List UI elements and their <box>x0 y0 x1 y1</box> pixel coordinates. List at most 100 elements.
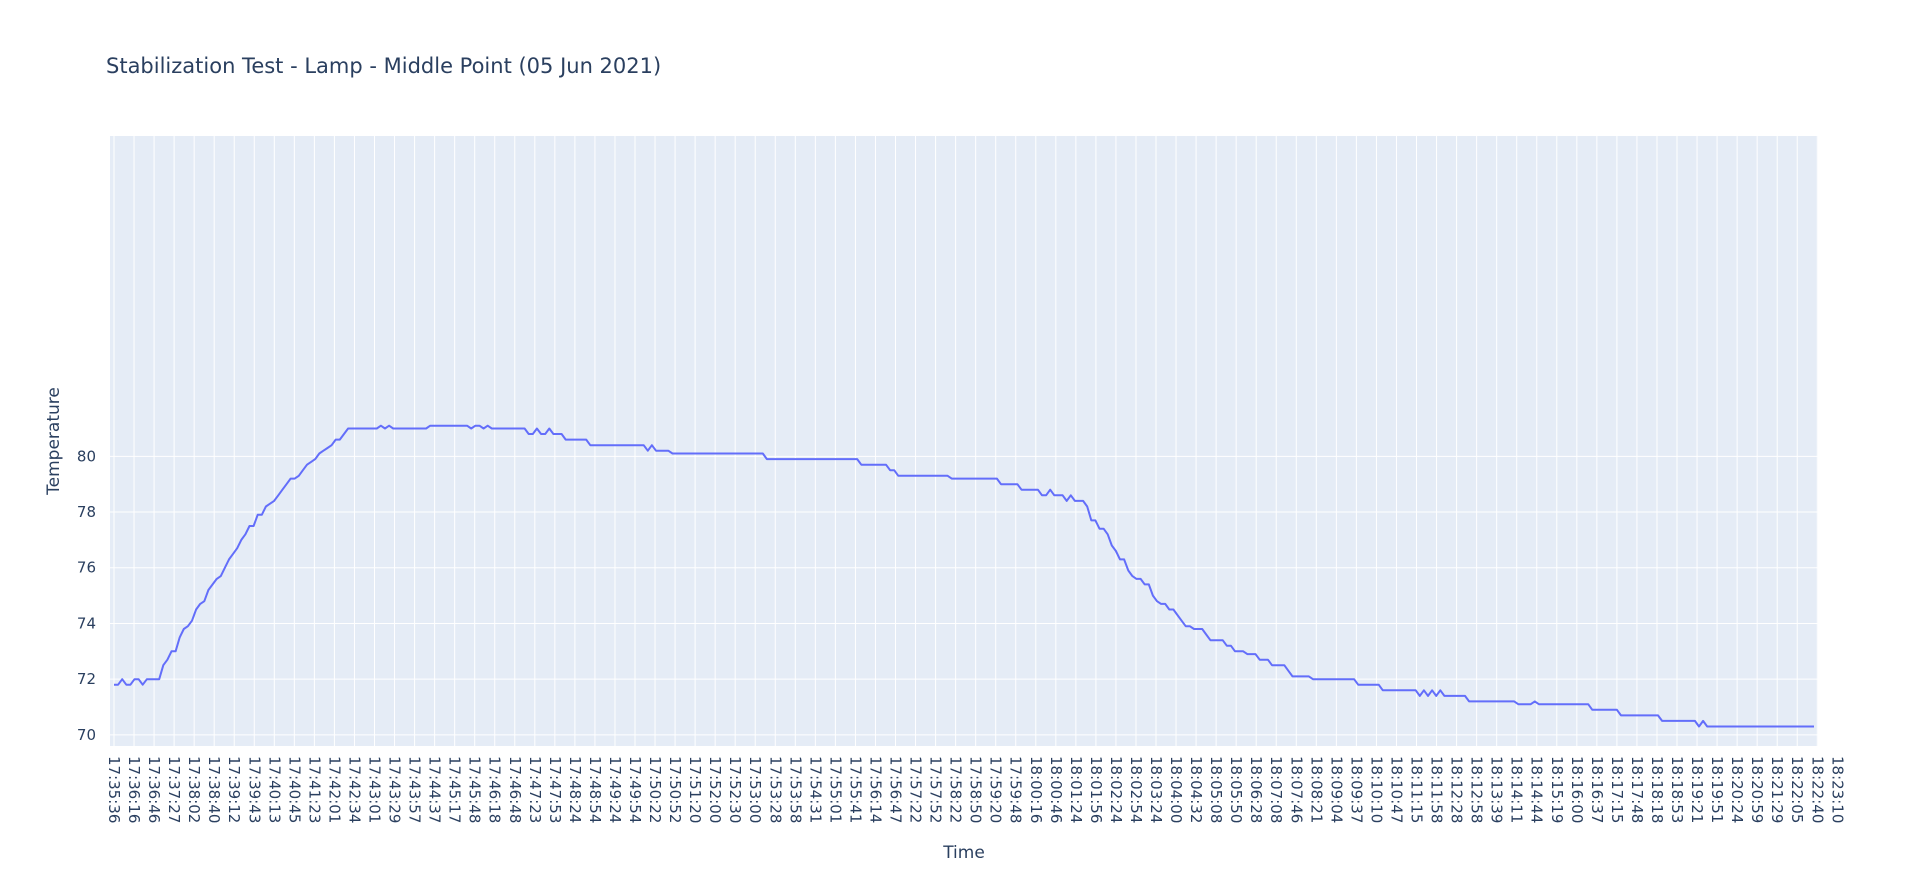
x-tick-label: 18:04:00 <box>1167 756 1185 823</box>
x-tick-label: 17:53:00 <box>746 756 764 823</box>
x-tick-label: 17:56:47 <box>887 756 905 823</box>
x-tick-label: 17:49:54 <box>626 756 644 823</box>
x-tick-label: 18:04:32 <box>1187 756 1205 823</box>
x-tick-label: 17:43:29 <box>386 756 404 823</box>
x-tick-label: 17:54:31 <box>806 756 824 823</box>
y-tick-label: 72 <box>77 670 96 688</box>
x-tick-label: 17:51:20 <box>686 756 704 823</box>
x-tick-label: 17:55:41 <box>846 756 864 823</box>
x-tick-label: 18:22:40 <box>1808 756 1826 823</box>
x-tick-label: 18:13:39 <box>1488 756 1506 823</box>
x-tick-label: 17:53:58 <box>786 756 804 823</box>
x-tick-label: 17:43:01 <box>366 756 384 823</box>
x-tick-label: 18:17:15 <box>1608 756 1626 823</box>
x-tick-label: 17:52:00 <box>706 756 724 823</box>
x-tick-label: 17:52:30 <box>726 756 744 823</box>
x-tick-label: 17:58:50 <box>967 756 985 823</box>
y-tick-label: 76 <box>77 559 96 577</box>
x-tick-label: 17:42:01 <box>325 756 343 823</box>
x-tick-label: 17:46:48 <box>506 756 524 823</box>
x-tick-label: 17:48:54 <box>586 756 604 823</box>
x-tick-label: 17:58:22 <box>947 756 965 823</box>
x-tick-label: 18:09:04 <box>1327 756 1345 823</box>
x-tick-label: 17:50:52 <box>666 756 684 823</box>
x-tick-label: 17:45:48 <box>466 756 484 823</box>
x-tick-label: 17:41:23 <box>305 756 323 823</box>
x-tick-label: 18:05:08 <box>1207 756 1225 823</box>
x-tick-label: 17:39:43 <box>245 756 263 823</box>
x-tick-label: 18:20:59 <box>1748 756 1766 823</box>
x-tick-label: 17:39:12 <box>225 756 243 823</box>
x-tick-label: 18:08:21 <box>1307 756 1325 823</box>
x-tick-label: 17:42:34 <box>345 756 363 823</box>
x-tick-label: 17:45:17 <box>446 756 464 823</box>
x-tick-label: 18:16:00 <box>1568 756 1586 823</box>
y-axis-ticks: 70 72 74 76 78 80 <box>77 447 96 744</box>
x-tick-label: 18:05:50 <box>1227 756 1245 823</box>
x-tick-label: 17:59:48 <box>1007 756 1025 823</box>
x-tick-label: 17:56:14 <box>866 756 884 823</box>
x-tick-label: 18:15:19 <box>1548 756 1566 823</box>
y-tick-label: 74 <box>77 614 96 632</box>
series-line <box>114 424 1814 728</box>
x-tick-label: 17:38:02 <box>185 756 203 823</box>
chart-title: Stabilization Test - Lamp - Middle Point… <box>106 54 661 78</box>
y-tick-label: 80 <box>77 447 96 465</box>
x-tick-label: 17:43:57 <box>406 756 424 823</box>
x-tick-label: 18:19:51 <box>1708 756 1726 823</box>
x-tick-label: 17:49:24 <box>606 756 624 823</box>
y-tick-label: 78 <box>77 503 96 521</box>
x-tick-label: 17:35:36 <box>105 756 123 823</box>
x-tick-label: 18:23:10 <box>1828 756 1846 823</box>
x-tick-label: 17:44:37 <box>426 756 444 823</box>
x-tick-label: 18:10:47 <box>1387 756 1405 823</box>
x-axis-label: Time <box>942 843 985 863</box>
x-tick-label: 18:19:21 <box>1688 756 1706 823</box>
x-tick-label: 17:53:28 <box>766 756 784 823</box>
x-tick-label: 17:36:46 <box>145 756 163 823</box>
x-tick-label: 18:20:24 <box>1728 756 1746 823</box>
y-tick-label: 70 <box>77 726 96 744</box>
x-tick-label: 17:46:18 <box>486 756 504 823</box>
x-tick-label: 17:40:13 <box>265 756 283 823</box>
x-tick-label: 18:01:56 <box>1087 756 1105 823</box>
x-tick-label: 18:21:29 <box>1768 756 1786 823</box>
x-tick-label: 18:09:37 <box>1347 756 1365 823</box>
x-tick-label: 18:07:08 <box>1267 756 1285 823</box>
x-tick-label: 18:17:48 <box>1628 756 1646 823</box>
x-tick-label: 18:10:10 <box>1367 756 1385 823</box>
x-tick-label: 18:02:54 <box>1127 756 1145 823</box>
x-tick-label: 17:57:52 <box>927 756 945 823</box>
x-tick-label: 17:57:22 <box>907 756 925 823</box>
x-tick-label: 18:07:46 <box>1287 756 1305 823</box>
x-tick-label: 17:47:53 <box>546 756 564 823</box>
x-tick-label: 18:18:53 <box>1668 756 1686 823</box>
x-tick-label: 18:22:05 <box>1788 756 1806 823</box>
x-tick-label: 18:03:24 <box>1147 756 1165 823</box>
x-tick-label: 17:50:22 <box>646 756 664 823</box>
x-axis-ticks: 17:35:36 17:36:16 17:36:46 17:37:27 17:38:02… <box>105 756 1846 823</box>
x-tick-label: 18:12:58 <box>1468 756 1486 823</box>
x-tick-label: 18:01:24 <box>1067 756 1085 823</box>
x-tick-label: 17:47:23 <box>526 756 544 823</box>
x-tick-label: 17:38:40 <box>205 756 223 823</box>
plot-area <box>110 136 1818 746</box>
y-axis-label: Temperature <box>44 387 64 496</box>
x-tick-label: 18:11:15 <box>1408 756 1426 823</box>
x-tick-label: 17:59:20 <box>987 756 1005 823</box>
x-tick-label: 18:12:28 <box>1448 756 1466 823</box>
x-tick-label: 18:18:18 <box>1648 756 1666 823</box>
series-group <box>114 424 1814 728</box>
x-tick-label: 18:14:11 <box>1508 756 1526 823</box>
x-tick-label: 18:00:16 <box>1027 756 1045 823</box>
x-tick-label: 17:37:27 <box>165 756 183 823</box>
x-tick-label: 17:36:16 <box>125 756 143 823</box>
x-tick-label: 18:06:28 <box>1247 756 1265 823</box>
x-tick-label: 17:55:01 <box>826 756 844 823</box>
x-tick-label: 18:02:24 <box>1107 756 1125 823</box>
y-gridlines <box>110 455 1818 736</box>
x-tick-label: 18:11:58 <box>1428 756 1446 823</box>
x-tick-label: 18:00:46 <box>1047 756 1065 823</box>
x-tick-label: 18:16:37 <box>1588 756 1606 823</box>
